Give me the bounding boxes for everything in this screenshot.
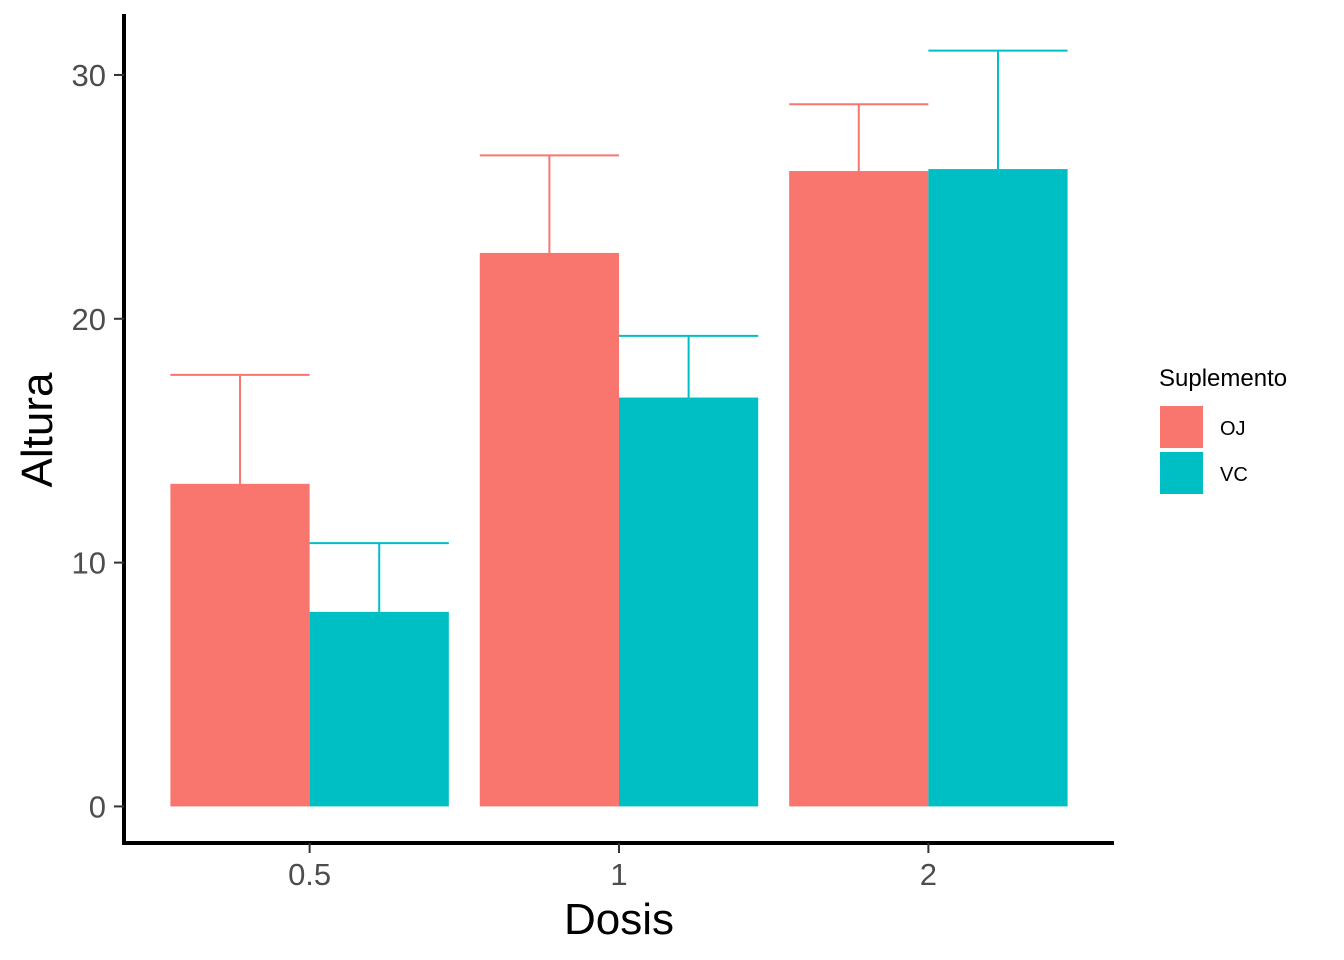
error-bar-oj-2 xyxy=(789,103,929,172)
legend-label: VC xyxy=(1220,464,1248,486)
y-tick-label: 10 xyxy=(72,546,106,581)
y-tick-label: 0 xyxy=(89,789,106,824)
error-bar-vc-0.5 xyxy=(309,542,449,612)
y-ticks-layer: 0 10 20 30 xyxy=(72,58,124,824)
error-bar-oj-0.5 xyxy=(170,373,310,484)
x-ticks-layer: 0.5 1 2 xyxy=(288,843,937,892)
x-tick-label: 0.5 xyxy=(288,857,331,892)
legend-label: OJ xyxy=(1220,418,1246,440)
x-tick-label: 2 xyxy=(920,857,937,892)
bar-vc-2 xyxy=(928,169,1068,807)
x-axis-title: Dosis xyxy=(564,895,674,944)
legend-swatch xyxy=(1160,452,1203,494)
bar-oj-1 xyxy=(479,252,619,807)
y-tick-label: 20 xyxy=(72,302,106,337)
bar-oj-2 xyxy=(789,171,929,807)
bar-vc-0.5 xyxy=(309,611,449,807)
bars-layer xyxy=(170,169,1068,807)
error-bar-oj-1 xyxy=(479,154,619,253)
bar-oj-0.5 xyxy=(170,483,310,807)
legend-items: OJ VC xyxy=(1160,406,1248,494)
x-tick-label: 1 xyxy=(610,857,627,892)
bar-vc-1 xyxy=(619,397,759,807)
legend-swatch xyxy=(1160,406,1203,448)
legend-title: Suplemento xyxy=(1159,365,1287,392)
legend-item-vc: VC xyxy=(1160,452,1248,494)
y-axis-title: Altura xyxy=(13,372,62,487)
y-tick-label: 30 xyxy=(72,58,106,93)
error-bar-vc-2 xyxy=(928,49,1068,170)
error-bar-vc-1 xyxy=(619,334,759,398)
legend-item-oj: OJ xyxy=(1160,406,1246,448)
legend: Suplemento OJ VC xyxy=(1159,365,1287,494)
error-bars-layer xyxy=(170,49,1068,612)
